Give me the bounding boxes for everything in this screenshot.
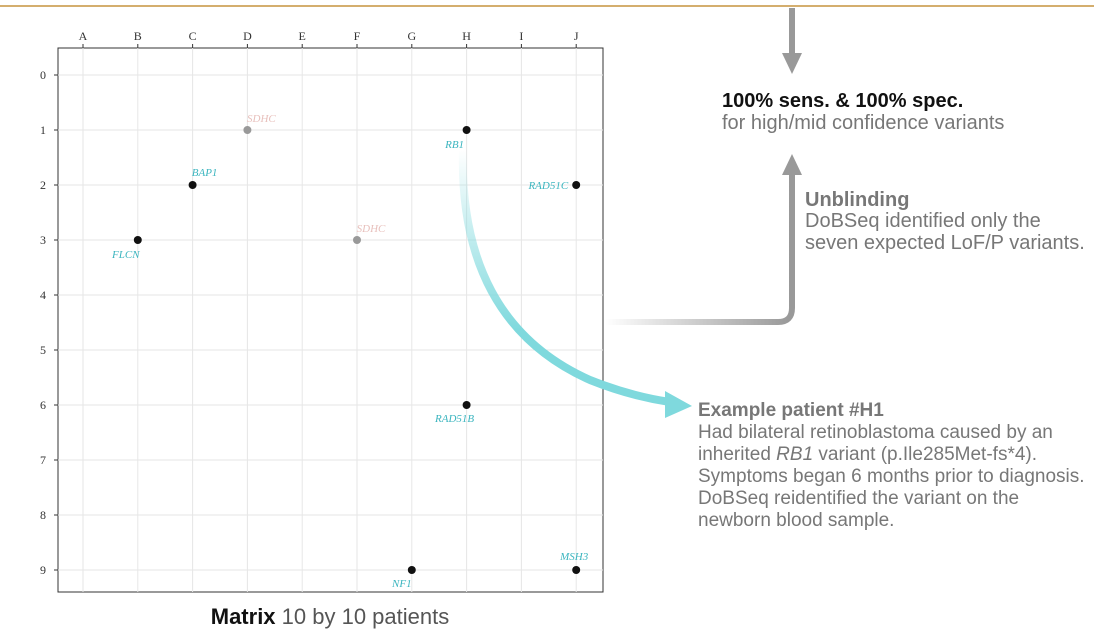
y-tick-label: 3: [40, 233, 46, 247]
patient-body-end: variant (p.Ile285Met-fs*4). Symptoms beg…: [698, 444, 1085, 531]
caption-bold: Matrix: [210, 604, 276, 629]
y-tick-label: 8: [40, 508, 46, 522]
data-point: [243, 126, 252, 134]
y-tick-label: 9: [40, 563, 46, 577]
data-point: [188, 181, 197, 189]
y-tick-label: 6: [40, 398, 46, 412]
data-point: [572, 181, 581, 189]
data-point: [407, 566, 416, 574]
x-tick-label: C: [189, 29, 197, 43]
patient-body: Had bilateral retinoblastoma caused by a…: [698, 422, 1088, 532]
y-tick-label: 2: [40, 178, 46, 192]
gene-label: SDHC: [357, 223, 386, 235]
unblinding-title: Unblinding: [805, 189, 910, 211]
example-patient-note: Example patient #H1 Had bilateral retino…: [698, 400, 1088, 532]
gene-label: NF1: [391, 578, 412, 590]
x-tick-label: F: [354, 29, 361, 43]
y-tick-label: 4: [40, 288, 46, 302]
data-point: [462, 126, 471, 134]
x-tick-label: H: [462, 29, 471, 43]
patient-gene: RB1: [776, 444, 814, 465]
gene-label: RB1: [444, 139, 464, 151]
x-tick-label: E: [299, 29, 306, 43]
x-tick-label: I: [519, 29, 523, 43]
unblinding-note: Unblinding DoBSeq identified only the se…: [805, 190, 1090, 254]
result-subtitle: for high/mid confidence variants: [722, 112, 1005, 134]
x-tick-label: D: [243, 29, 252, 43]
x-tick-label: A: [79, 29, 88, 43]
y-tick-label: 5: [40, 343, 46, 357]
gene-label: RAD51B: [434, 413, 474, 425]
y-tick-label: 7: [40, 453, 46, 467]
gene-label: FLCN: [111, 249, 140, 261]
x-tick-label: G: [407, 29, 416, 43]
data-point: [572, 566, 581, 574]
result-summary: 100% sens. & 100% spec. for high/mid con…: [722, 90, 1092, 134]
patient-body-start: Had bilateral retinoblastoma caused by a…: [698, 422, 1053, 465]
patient-title: Example patient #H1: [698, 400, 884, 421]
gene-label: MSH3: [559, 551, 589, 563]
unblinding-body: DoBSeq identified only the seven expecte…: [805, 210, 1085, 254]
top-rule: [0, 5, 1094, 7]
y-tick-label: 0: [40, 68, 46, 82]
gene-label: BAP1: [192, 167, 218, 179]
patient-matrix-chart: A B C D E F G H I J 0 1 2 3 4 5 6 7 8 9 FLCN BAP1 SDHC SDHC RB1 R…: [40, 29, 604, 593]
arrow-down-to-result: [782, 8, 802, 74]
data-point: [353, 236, 361, 244]
x-tick-label: J: [574, 29, 579, 43]
y-tick-label: 1: [40, 123, 46, 137]
matrix-caption: Matrix 10 by 10 patients: [0, 604, 660, 630]
gene-label: RAD51C: [527, 180, 568, 192]
data-point: [133, 236, 142, 244]
gene-label: SDHC: [247, 113, 276, 125]
caption-rest: 10 by 10 patients: [275, 604, 450, 629]
x-tick-label: B: [134, 29, 142, 43]
result-title: 100% sens. & 100% spec.: [722, 90, 964, 112]
data-point: [462, 401, 471, 409]
